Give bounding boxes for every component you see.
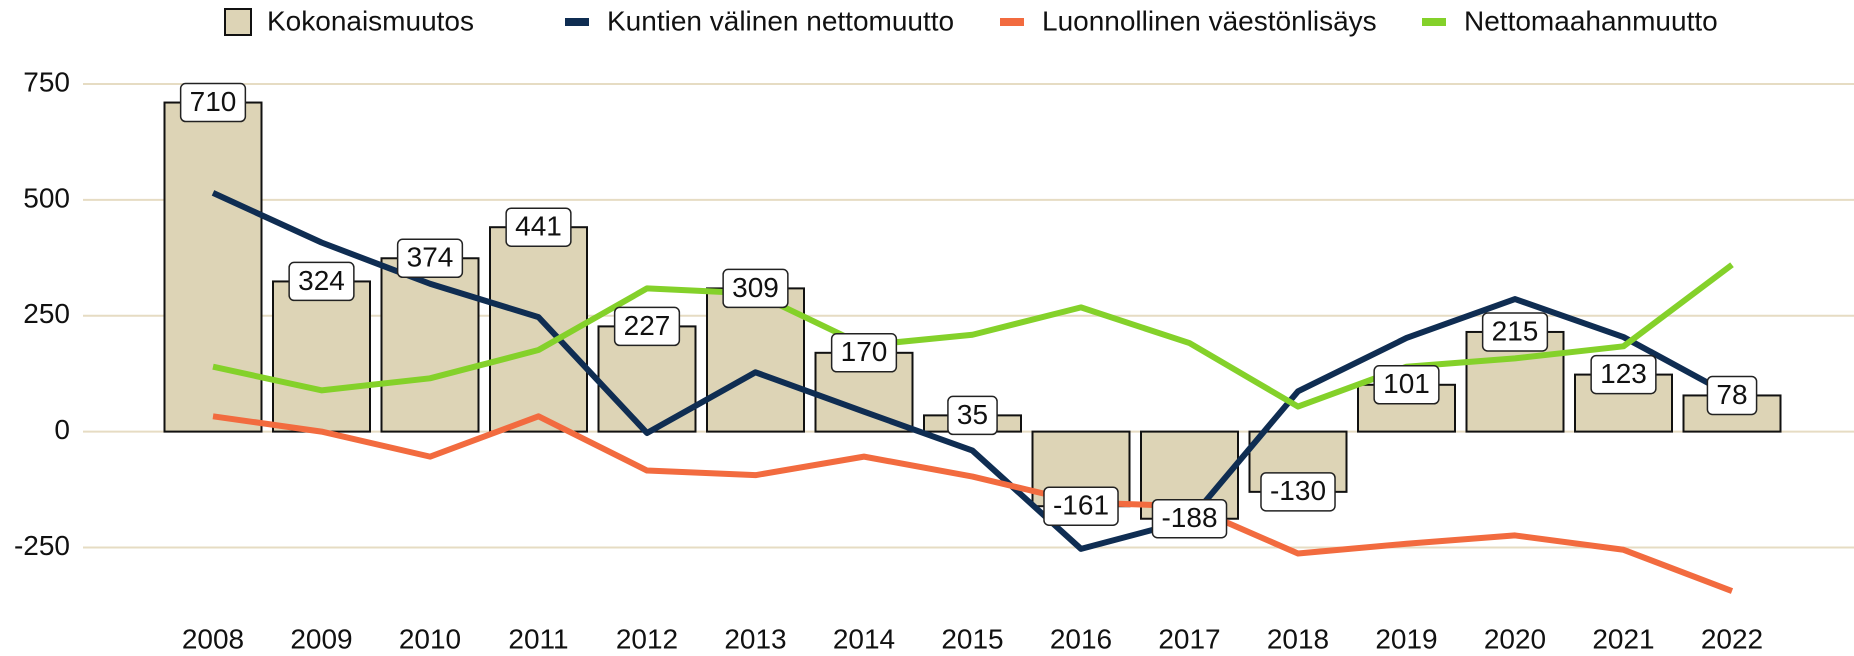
bar [272, 280, 371, 433]
line [211, 190, 1734, 552]
y-tick-label: 250 [23, 298, 70, 329]
data-label-text: 374 [407, 242, 454, 273]
data-label-box [1590, 354, 1657, 395]
data-label: 35 [947, 395, 998, 436]
data-label-box [1043, 486, 1119, 526]
data-label: 78 [1706, 375, 1758, 416]
data-label: 374 [396, 238, 464, 279]
x-tick-label: 2020 [1484, 623, 1546, 654]
data-label-text: 123 [1600, 358, 1647, 389]
y-tick-label: -250 [14, 530, 70, 561]
bar [163, 101, 263, 433]
data-label-box [830, 333, 898, 373]
data-label-box [947, 395, 998, 436]
x-tick-label: 2018 [1267, 623, 1329, 654]
legend-swatch [565, 18, 589, 26]
data-label-text: -161 [1053, 490, 1109, 521]
legend-swatch [224, 8, 252, 36]
legend-swatch [1422, 18, 1446, 26]
data-label-text: 324 [298, 265, 345, 296]
data-label-box [288, 261, 355, 302]
data-label-text: 215 [1492, 315, 1539, 346]
legend-label: Kokonaismuutos [267, 5, 474, 36]
legend-label: Kuntien välinen nettomuutto [607, 5, 954, 36]
x-tick-label: 2011 [508, 623, 568, 654]
x-tick-label: 2022 [1701, 623, 1763, 654]
data-label: 101 [1373, 365, 1440, 405]
x-tick-label: 2014 [833, 623, 895, 654]
data-label-box [613, 306, 681, 347]
data-label: 227 [613, 306, 681, 347]
data-label-text: -130 [1270, 475, 1326, 506]
data-label-box [1260, 472, 1336, 512]
bar [380, 257, 480, 433]
data-label: 309 [722, 268, 789, 309]
data-label-box [1373, 365, 1440, 405]
data-label-box [1151, 498, 1228, 539]
data-label-text: 101 [1383, 368, 1430, 399]
x-tick-label: 2021 [1592, 623, 1654, 654]
data-label-box [505, 207, 572, 247]
data-label-text: 441 [515, 211, 562, 242]
data-label-box [1481, 312, 1549, 352]
x-tick-label: 2008 [182, 623, 244, 654]
x-tick-label: 2015 [941, 623, 1003, 654]
data-label-text: 227 [624, 310, 671, 341]
data-label-text: -188 [1161, 502, 1217, 533]
data-label-box [1706, 375, 1758, 416]
legend-swatch [1000, 18, 1024, 26]
data-label-text: 170 [841, 336, 888, 367]
legend-label: Luonnollinen väestönlisäys [1042, 5, 1377, 36]
data-label-text: 35 [957, 399, 988, 430]
data-label-box [179, 82, 247, 123]
data-label-text: 78 [1716, 379, 1747, 410]
y-tick-label: 0 [54, 414, 70, 445]
data-label-text: 710 [190, 86, 237, 117]
x-tick-label: 2017 [1158, 623, 1220, 654]
y-tick-label: 750 [23, 66, 70, 97]
x-tick-label: 2010 [399, 623, 461, 654]
line [212, 413, 1734, 594]
data-label: -188 [1151, 498, 1228, 539]
data-label: 123 [1590, 354, 1657, 395]
data-label: 710 [179, 82, 247, 123]
data-label-box [722, 268, 789, 309]
data-label: 215 [1481, 312, 1549, 352]
line [212, 262, 1734, 410]
legend-label: Nettomaahanmuutto [1464, 5, 1718, 36]
y-tick-label: 500 [23, 182, 70, 213]
data-label: -161 [1043, 486, 1119, 526]
x-tick-label: 2013 [724, 623, 786, 654]
data-label: -130 [1260, 472, 1336, 512]
data-label-text: 309 [732, 272, 779, 303]
data-label: 441 [505, 207, 572, 247]
x-tick-label: 2019 [1375, 623, 1437, 654]
x-tick-label: 2016 [1050, 623, 1112, 654]
data-label: 324 [288, 261, 355, 302]
data-label: 170 [830, 333, 898, 373]
data-label-box [396, 238, 464, 279]
x-tick-label: 2012 [616, 623, 678, 654]
x-tick-label: 2009 [290, 623, 352, 654]
